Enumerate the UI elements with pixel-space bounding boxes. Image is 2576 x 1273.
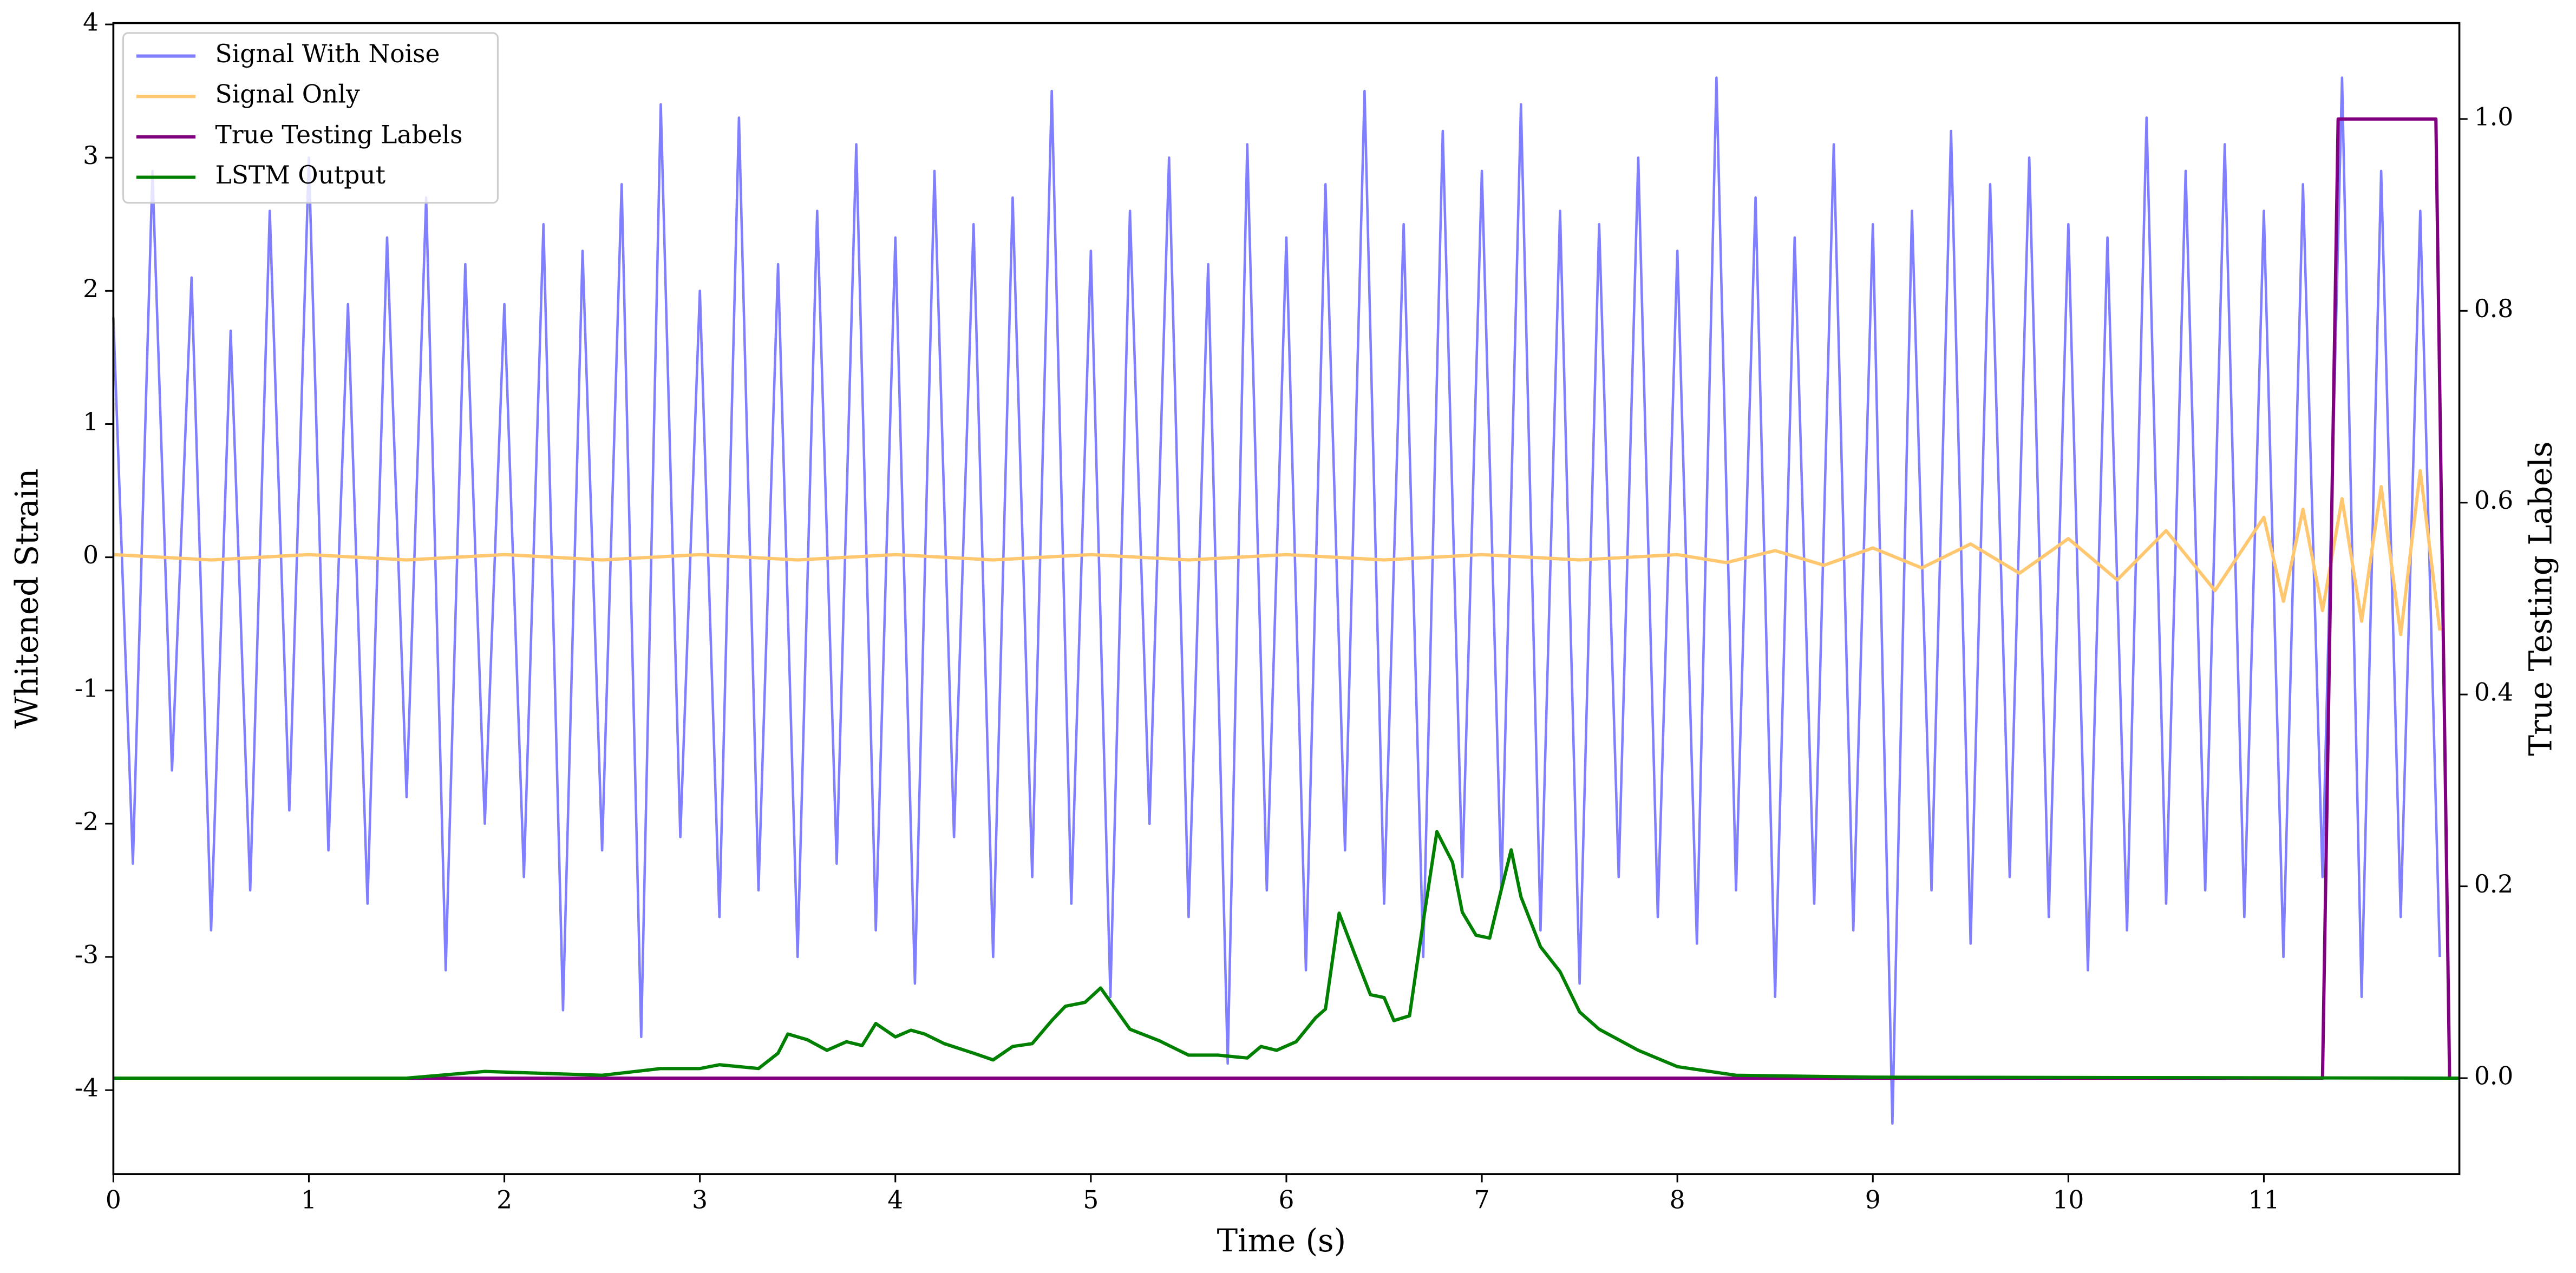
y2-tick-label: 0.8 xyxy=(2474,294,2513,323)
series-line xyxy=(113,830,2460,1080)
x-tick-label: 1 xyxy=(301,1185,317,1214)
x-axis-label: Time (s) xyxy=(1217,1222,1346,1259)
x-tick-label: 7 xyxy=(1474,1185,1490,1214)
series-line xyxy=(113,469,2442,636)
y2-tick-label: 0.2 xyxy=(2474,870,2513,898)
x-tick-label: 5 xyxy=(1083,1185,1099,1214)
legend-box xyxy=(122,32,499,204)
y-tick-label: 3 xyxy=(83,141,99,170)
plot-frame xyxy=(112,22,2461,1176)
y-tick-label: -3 xyxy=(75,940,99,969)
y-tick-label: 0 xyxy=(83,541,99,569)
legend-label: Signal With Noise xyxy=(215,40,440,68)
y-tick-label: -1 xyxy=(75,674,99,703)
y2-tick-label: 0.4 xyxy=(2474,678,2513,707)
x-tick-label: 2 xyxy=(496,1185,512,1214)
x-tick-label: 6 xyxy=(1278,1185,1294,1214)
y-tick-label: 2 xyxy=(83,274,99,303)
y2-tick-label: 0.6 xyxy=(2474,486,2513,515)
x-tick-label: 8 xyxy=(1670,1185,1685,1214)
y-tick-label: 4 xyxy=(83,8,99,37)
x-tick-label: 0 xyxy=(106,1185,121,1214)
y2-tick-label: 0.0 xyxy=(2474,1061,2513,1090)
y2-axis-label: True Testing Labels xyxy=(2522,441,2559,756)
y2-tick-label: 1.0 xyxy=(2474,102,2513,131)
y-tick-label: 1 xyxy=(83,408,99,436)
legend-label: LSTM Output xyxy=(215,161,385,189)
y-tick-label: -4 xyxy=(75,1074,99,1103)
x-tick-label: 10 xyxy=(2052,1185,2084,1214)
legend-label: Signal Only xyxy=(215,80,360,109)
series-line xyxy=(113,117,2451,1080)
y-axis-label: Whitened Strain xyxy=(9,469,45,729)
x-tick-label: 4 xyxy=(887,1185,903,1214)
series-line xyxy=(112,76,2441,1125)
x-tick-label: 9 xyxy=(1865,1185,1881,1214)
x-tick-label: 11 xyxy=(2248,1185,2279,1214)
y-tick-label: -2 xyxy=(75,807,99,836)
x-tick-label: 3 xyxy=(692,1185,708,1214)
legend-label: True Testing Labels xyxy=(215,120,463,149)
